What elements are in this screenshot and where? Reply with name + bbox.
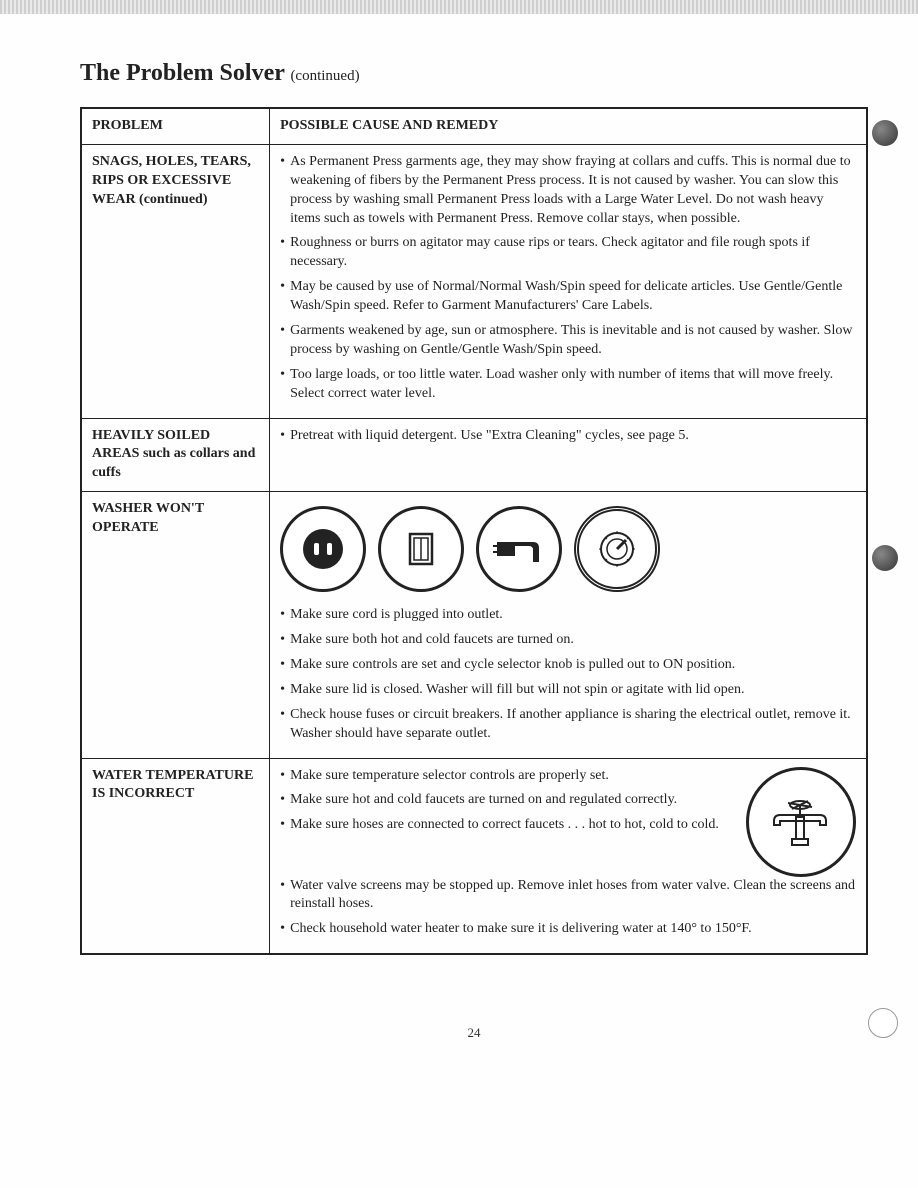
remedy-cell: As Permanent Press garments age, they ma… — [270, 144, 867, 418]
bullet-item: Make sure controls are set and cycle sel… — [280, 656, 856, 675]
bullet-item: Make sure hoses are connected to correct… — [280, 816, 856, 835]
bullet-item: Check house fuses or circuit breakers. I… — [280, 706, 856, 744]
bullet-list: Make sure cord is plugged into outlet. M… — [280, 606, 856, 743]
hole-punch-dot — [872, 120, 898, 146]
table-row: SNAGS, HOLES, TEARS, RIPS OR EXCESSIVE W… — [81, 144, 867, 418]
outlet-icon — [280, 506, 366, 592]
title-continued: (continued) — [290, 68, 359, 84]
plug-icon — [476, 506, 562, 592]
document-page: The Problem Solver (continued) PROBLEM P… — [0, 0, 918, 1188]
header-remedy: POSSIBLE CAUSE AND REMEDY — [270, 108, 867, 144]
bullet-item: Too large loads, or too little water. Lo… — [280, 366, 856, 404]
table-row: HEAVILY SOILED AREAS such as collars and… — [81, 418, 867, 492]
header-problem: PROBLEM — [81, 108, 270, 144]
bullet-item: Roughness or burrs on agitator may cause… — [280, 234, 856, 272]
bullet-item: Make sure temperature selector controls … — [280, 767, 856, 786]
bullet-item: As Permanent Press garments age, they ma… — [280, 153, 856, 229]
problem-cell: WATER TEMPERATURE IS INCORRECT — [81, 758, 270, 954]
bullet-item: Water valve screens may be stopped up. R… — [280, 877, 856, 915]
troubleshoot-table: PROBLEM POSSIBLE CAUSE AND REMEDY SNAGS,… — [80, 107, 868, 955]
dial-icon — [574, 506, 660, 592]
problem-cell: SNAGS, HOLES, TEARS, RIPS OR EXCESSIVE W… — [81, 144, 270, 418]
problem-cell: WASHER WON'T OPERATE — [81, 492, 270, 758]
bullet-list: As Permanent Press garments age, they ma… — [280, 153, 856, 404]
remedy-cell: Make sure cord is plugged into outlet. M… — [270, 492, 867, 758]
scan-noise-top — [0, 0, 918, 14]
bullet-item: May be caused by use of Normal/Normal Wa… — [280, 278, 856, 316]
hole-punch-ring — [868, 1008, 898, 1038]
icon-row — [280, 506, 856, 592]
bullet-item: Make sure cord is plugged into outlet. — [280, 606, 856, 625]
fuse-box-icon — [378, 506, 464, 592]
bullet-item: Make sure hot and cold faucets are turne… — [280, 791, 856, 810]
title-main: The Problem Solver — [80, 60, 284, 86]
bullet-list: Pretreat with liquid detergent. Use "Ext… — [280, 427, 856, 446]
remedy-cell: Pretreat with liquid detergent. Use "Ext… — [270, 418, 867, 492]
bullet-list: Make sure temperature selector controls … — [280, 767, 856, 836]
bullet-item: Make sure lid is closed. Washer will fil… — [280, 681, 856, 700]
problem-cell: HEAVILY SOILED AREAS such as collars and… — [81, 418, 270, 492]
bullet-item: Pretreat with liquid detergent. Use "Ext… — [280, 427, 856, 446]
bullet-item: Make sure both hot and cold faucets are … — [280, 631, 856, 650]
bullet-list: Water valve screens may be stopped up. R… — [280, 877, 856, 940]
table-row: WASHER WON'T OPERATE — [81, 492, 867, 758]
page-title: The Problem Solver (continued) — [80, 60, 868, 87]
bullet-item: Garments weakened by age, sun or atmosph… — [280, 322, 856, 360]
hole-punch-dot — [872, 545, 898, 571]
table-row: WATER TEMPERATURE IS INCORRECT — [81, 758, 867, 954]
page-number: 24 — [80, 1025, 868, 1041]
bullet-item: Check household water heater to make sur… — [280, 920, 856, 939]
remedy-cell: Make sure temperature selector controls … — [270, 758, 867, 954]
